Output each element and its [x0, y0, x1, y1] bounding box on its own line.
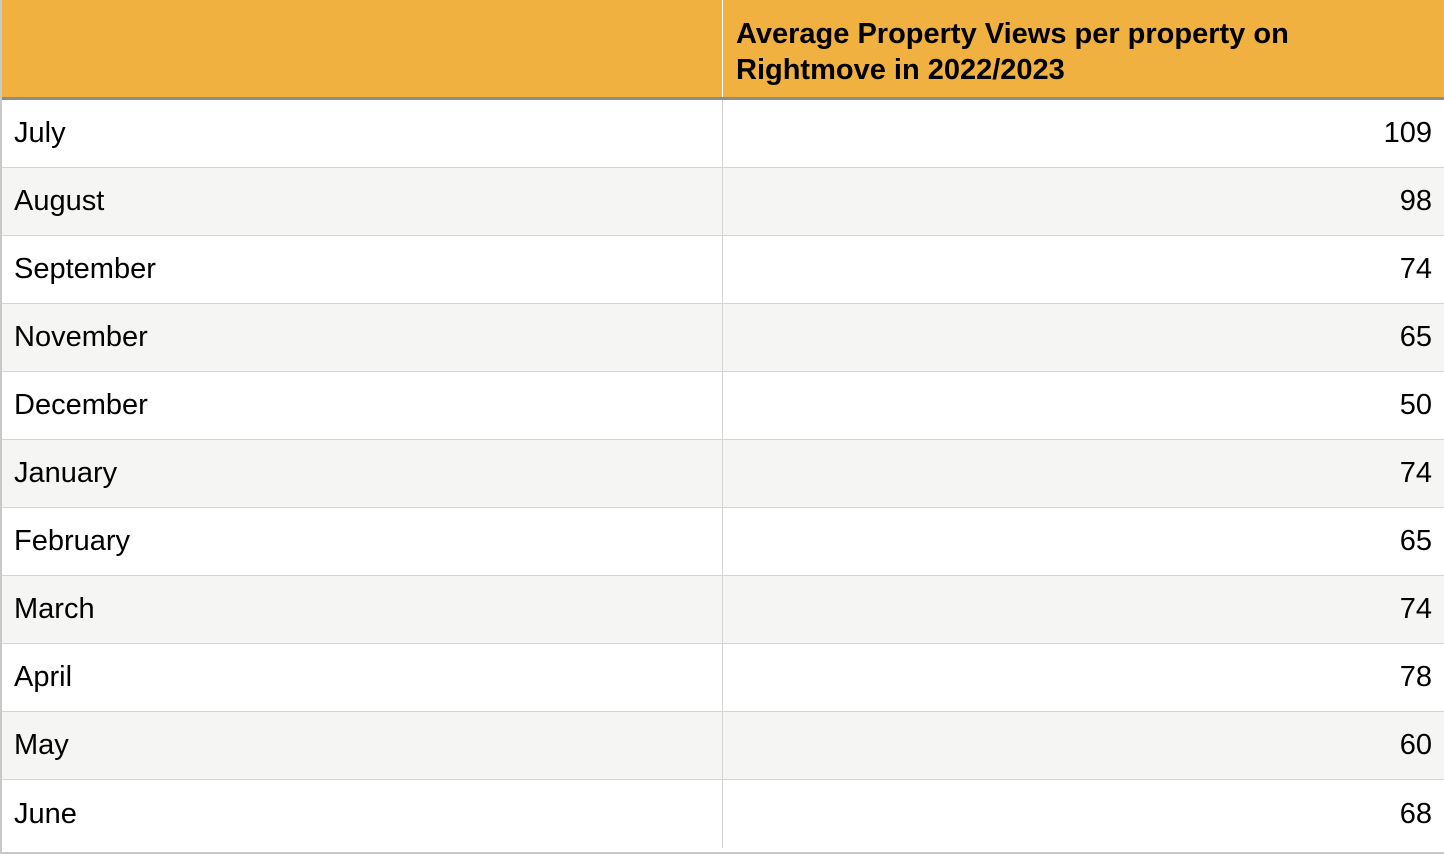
table-row: July 109: [2, 100, 1444, 168]
views-value-cell[interactable]: 78: [1399, 661, 1432, 693]
month-cell[interactable]: December: [2, 372, 723, 439]
views-value-cell[interactable]: 68: [1399, 797, 1432, 830]
month-cell[interactable]: November: [2, 304, 723, 371]
table-row: June 68: [2, 780, 1444, 848]
table-row: January 74: [2, 440, 1444, 508]
table-row: September 74: [2, 236, 1444, 304]
table-row: November 65: [2, 304, 1444, 372]
table-row: April 78: [2, 644, 1444, 712]
views-value-cell[interactable]: 65: [1399, 525, 1432, 557]
month-cell[interactable]: January: [2, 440, 723, 507]
month-cell[interactable]: April: [2, 644, 723, 711]
views-value-cell[interactable]: 60: [1399, 729, 1432, 761]
views-value-cell[interactable]: 98: [1399, 185, 1432, 217]
views-value-cell[interactable]: 74: [1399, 457, 1432, 489]
views-value-cell[interactable]: 74: [1399, 253, 1432, 285]
month-cell[interactable]: August: [2, 168, 723, 235]
views-value-cell[interactable]: 74: [1399, 593, 1432, 625]
header-cell-month[interactable]: [2, 0, 723, 97]
views-value-cell[interactable]: 109: [1383, 117, 1432, 149]
month-cell[interactable]: July: [2, 100, 723, 167]
table-header-row: Average Property Views per property on R…: [2, 0, 1444, 100]
table-row: May 60: [2, 712, 1444, 780]
views-value-cell[interactable]: 65: [1399, 321, 1432, 353]
table-body: July 109 August 98 September 74 November 65 Dece…: [2, 100, 1444, 848]
month-cell[interactable]: February: [2, 508, 723, 575]
table-row: December 50: [2, 372, 1444, 440]
month-cell[interactable]: March: [2, 576, 723, 643]
month-cell[interactable]: May: [2, 712, 723, 779]
table-row: March 74: [2, 576, 1444, 644]
table-row: February 65: [2, 508, 1444, 576]
views-value-cell[interactable]: 50: [1399, 389, 1432, 421]
month-cell[interactable]: June: [2, 780, 723, 848]
month-cell[interactable]: September: [2, 236, 723, 303]
header-cell-views[interactable]: Average Property Views per property on R…: [736, 18, 1289, 86]
table-row: August 98: [2, 168, 1444, 236]
